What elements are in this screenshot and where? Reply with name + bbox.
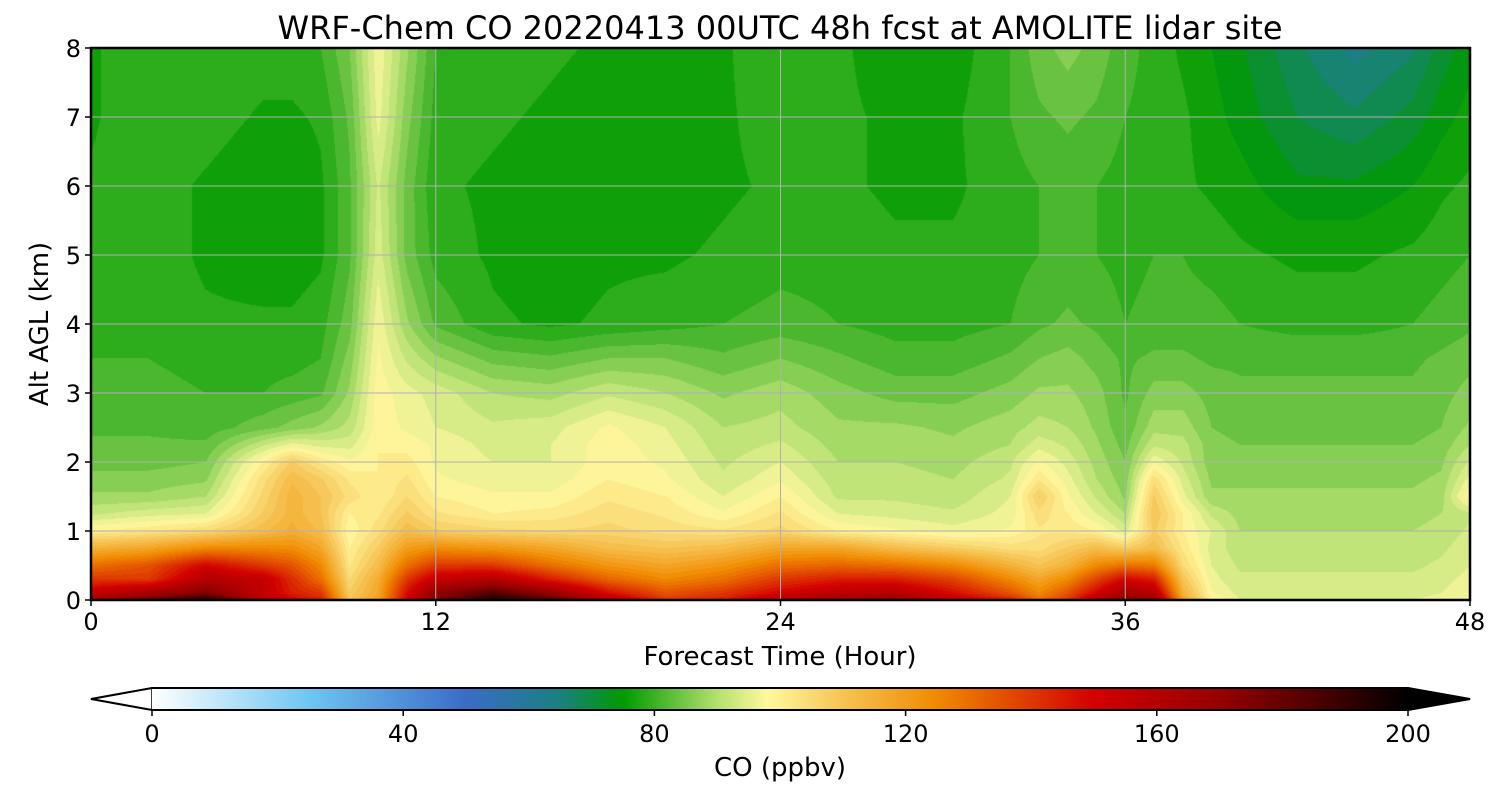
y-axis-ticks: 0 1 2 3 4 5 6 7 8 (66, 35, 91, 615)
colorbar-tick-label: 120 (883, 720, 929, 748)
y-tick-label: 8 (66, 35, 81, 63)
colorbar-tick-label: 200 (1385, 720, 1431, 748)
x-tick-label: 48 (1455, 608, 1486, 636)
colorbar-tick-label: 40 (388, 720, 419, 748)
x-axis-label: Forecast Time (Hour) (643, 642, 916, 672)
plot-area (89, 46, 1472, 602)
colorbar-tick-label: 0 (144, 720, 159, 748)
y-tick-label: 2 (66, 449, 81, 477)
x-tick-label: 12 (420, 608, 451, 636)
y-tick-label: 3 (66, 380, 81, 408)
colorbar-low-extension (90, 687, 153, 711)
y-tick-label: 7 (66, 104, 81, 132)
x-axis-ticks: 0 12 24 36 48 (83, 600, 1485, 636)
y-tick-label: 5 (66, 242, 81, 270)
colorbar-gradient (152, 688, 1408, 710)
y-tick-label: 0 (66, 587, 81, 615)
x-tick-label: 24 (765, 608, 796, 636)
y-tick-label: 4 (66, 311, 81, 339)
colorbar-tick-label: 160 (1134, 720, 1180, 748)
y-tick-label: 1 (66, 518, 81, 546)
colorbar-high-extension (1407, 687, 1471, 711)
x-tick-label: 0 (83, 608, 98, 636)
y-axis-label: Alt AGL (km) (25, 242, 55, 406)
chart-title: WRF-Chem CO 20220413 00UTC 48h fcst at A… (277, 9, 1282, 47)
y-tick-label: 6 (66, 173, 81, 201)
colorbar-ticks: 0 40 80 120 160 200 (144, 710, 1431, 748)
colorbar-label: CO (ppbv) (714, 753, 846, 783)
colorbar: 0 40 80 120 160 200 CO (ppbv) (90, 687, 1471, 783)
colorbar-tick-label: 80 (639, 720, 670, 748)
x-tick-label: 36 (1110, 608, 1141, 636)
grid-lines (91, 48, 1470, 600)
